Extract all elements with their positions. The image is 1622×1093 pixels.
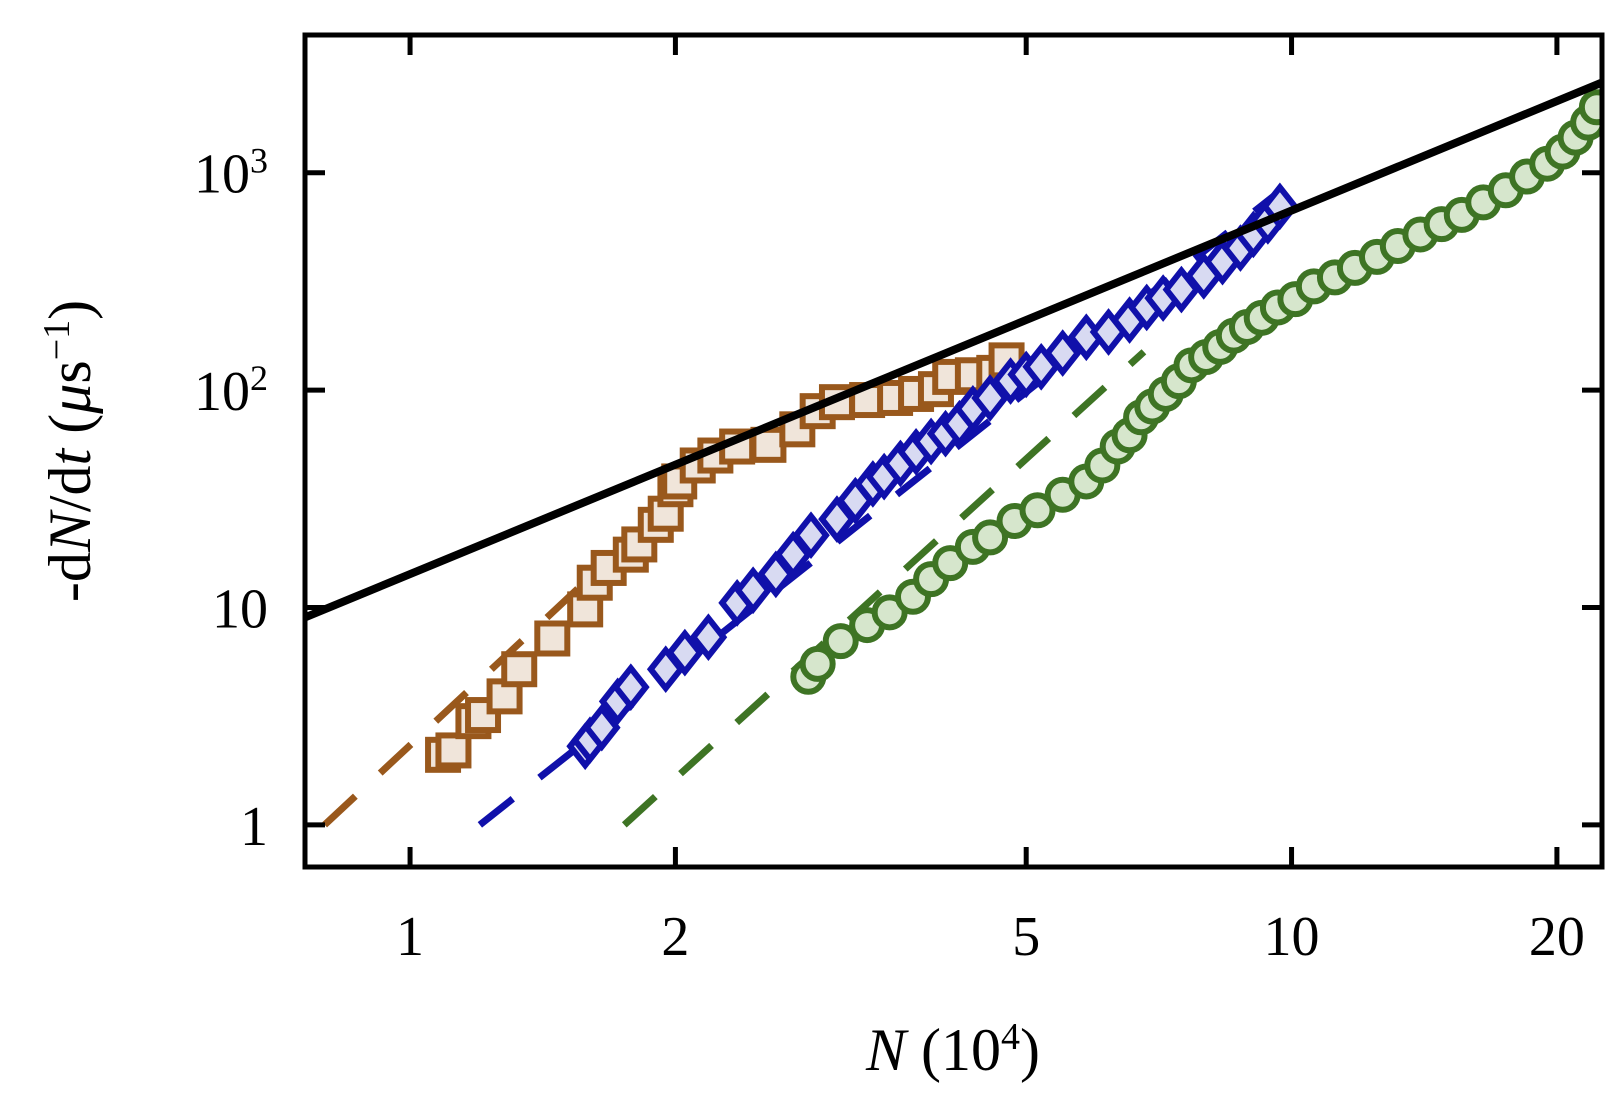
data-point-series-2	[1043, 329, 1082, 377]
data-point-series-2	[689, 613, 728, 662]
y-tick-label: 1	[240, 796, 268, 858]
data-point-series-3	[1578, 89, 1602, 126]
data-point-series-1	[435, 732, 472, 769]
data-point-series-1	[501, 651, 538, 688]
plot-area	[305, 78, 1602, 828]
axis-ticks	[305, 35, 1602, 867]
y-axis-title: -dN/dt (μs−1)	[36, 300, 103, 602]
data-point-series-3	[799, 645, 836, 682]
data-point-series-3	[1019, 492, 1056, 529]
x-axis-title: N (104)	[865, 1016, 1040, 1083]
data-point-series-2	[666, 628, 704, 677]
x-tick-label: 5	[1012, 906, 1040, 968]
y-tick-label: 10	[212, 578, 268, 640]
data-point-series-1	[534, 620, 571, 657]
x-tick-label: 20	[1529, 906, 1585, 968]
y-tick-label: 103	[194, 141, 268, 206]
tick-labels: 1 2 5 10 20 1 10 102 103	[194, 141, 1585, 968]
data-point-series-3	[822, 623, 859, 660]
data-point-series-2	[611, 663, 650, 712]
data-point-series-3	[972, 519, 1009, 556]
x-tick-label: 2	[661, 906, 689, 968]
data-point-series-1	[647, 495, 684, 532]
x-tick-label: 1	[396, 906, 424, 968]
reference-line	[305, 78, 1602, 622]
data-point-series-2	[582, 703, 621, 752]
data-point-series-2	[792, 511, 830, 560]
y-tick-label: 102	[194, 358, 268, 423]
x-tick-label: 10	[1264, 906, 1320, 968]
plot-frame	[302, 32, 1605, 870]
data-point-series-2	[734, 566, 772, 615]
fit-line-series-3	[621, 349, 1147, 828]
